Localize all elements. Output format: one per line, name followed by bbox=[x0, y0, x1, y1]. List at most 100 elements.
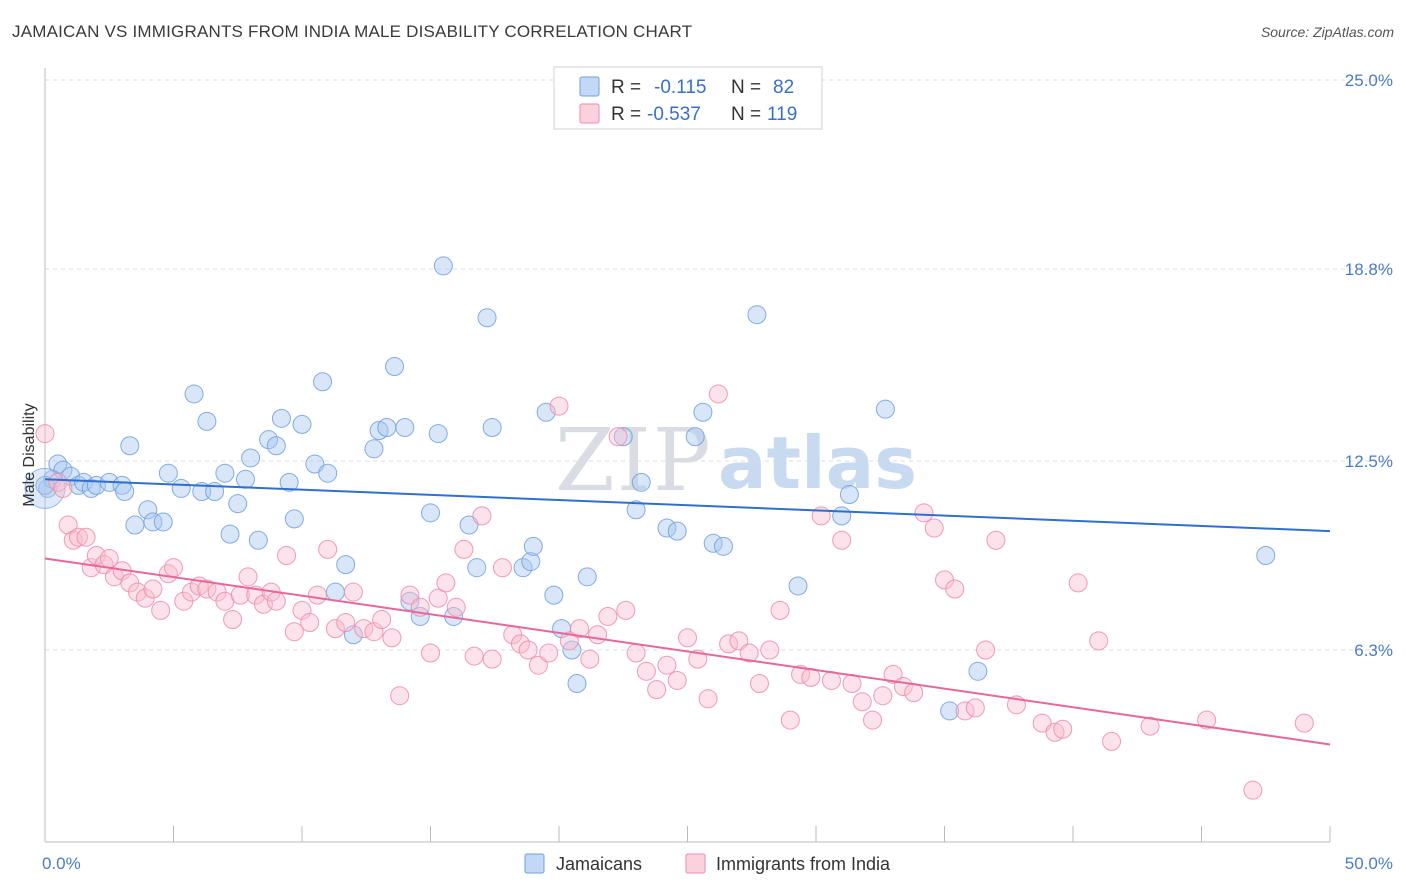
india-point-40 bbox=[336, 613, 356, 633]
india-point-7 bbox=[81, 558, 101, 578]
india-point-9 bbox=[94, 555, 114, 575]
legend-r-value-0: -0.115 bbox=[654, 77, 706, 98]
watermark-atlas: atlas bbox=[718, 421, 917, 505]
jamaican-point-66 bbox=[626, 500, 646, 520]
india-point-79 bbox=[708, 384, 728, 404]
india-point-54 bbox=[464, 646, 484, 666]
india-point-36 bbox=[300, 613, 320, 633]
india-point-61 bbox=[528, 655, 548, 675]
india-point-16 bbox=[143, 579, 163, 599]
y-axis-label: Male Disability bbox=[21, 403, 38, 506]
jamaican-point-67 bbox=[631, 472, 651, 492]
india-point-6 bbox=[76, 527, 96, 547]
x-tick-label-0: 0.0% bbox=[42, 854, 81, 873]
jamaican-point-28 bbox=[248, 530, 268, 550]
india-point-19 bbox=[164, 558, 183, 578]
source-label: Source: ZipAtlas.com bbox=[1260, 24, 1394, 40]
jamaican-point-29 bbox=[259, 430, 279, 450]
jamaican-point-30 bbox=[266, 436, 286, 456]
india-point-72 bbox=[636, 661, 656, 681]
india-point-60 bbox=[518, 640, 538, 660]
jamaican-point-7 bbox=[81, 478, 101, 498]
jamaican-point-65 bbox=[613, 427, 633, 447]
india-point-91 bbox=[832, 530, 852, 550]
axes bbox=[44, 68, 1331, 843]
legend-r-label-1: R = bbox=[611, 104, 641, 125]
india-point-98 bbox=[904, 683, 924, 703]
india-point-105 bbox=[976, 640, 996, 660]
series-jamaicans bbox=[24, 256, 1276, 721]
jamaican-point-32 bbox=[279, 472, 299, 492]
jamaican-point-52 bbox=[459, 515, 479, 535]
jamaican-point-73 bbox=[713, 536, 733, 556]
jamaican-point-26 bbox=[235, 469, 255, 489]
india-point-82 bbox=[739, 643, 759, 663]
india-point-4 bbox=[63, 530, 83, 550]
y-tick-label-2: 18.8% bbox=[1345, 260, 1393, 279]
jamaican-point-38 bbox=[325, 582, 345, 602]
jamaican-point-37 bbox=[318, 463, 338, 483]
jamaican-point-31 bbox=[271, 408, 291, 428]
india-point-80 bbox=[719, 634, 739, 654]
india-point-67 bbox=[588, 625, 608, 645]
india-point-94 bbox=[863, 710, 883, 730]
legend-swatch-jamaicans bbox=[579, 76, 600, 97]
legend-n-label-1: N = bbox=[731, 104, 761, 125]
jamaican-point-25 bbox=[228, 494, 248, 514]
jamaican-point-54 bbox=[477, 308, 497, 328]
jamaican-point-19 bbox=[184, 384, 204, 404]
india-point-0 bbox=[35, 424, 55, 444]
jamaican-point-36 bbox=[313, 372, 333, 392]
india-point-43 bbox=[364, 622, 384, 642]
jamaican-point-74 bbox=[747, 305, 767, 325]
watermark: ZIP atlas bbox=[555, 411, 917, 511]
legend-n-value-0: 82 bbox=[773, 77, 794, 98]
y-tick-label-1: 12.5% bbox=[1345, 452, 1393, 471]
india-point-85 bbox=[770, 600, 790, 620]
jamaican-point-45 bbox=[395, 417, 415, 437]
india-point-78 bbox=[698, 689, 718, 709]
india-point-102 bbox=[945, 579, 965, 599]
jamaican-point-77 bbox=[839, 485, 859, 505]
jamaican-point-39 bbox=[336, 555, 356, 575]
jamaican-point-24 bbox=[220, 524, 240, 544]
bottom-legend-label-jamaicans: Jamaicans bbox=[556, 854, 642, 874]
jamaican-point-60 bbox=[544, 585, 564, 605]
india-point-45 bbox=[382, 628, 402, 648]
india-point-99 bbox=[914, 503, 934, 523]
y-tick-labels: 6.3% 12.5% 18.8% 25.0% bbox=[1345, 71, 1393, 660]
jamaican-point-12 bbox=[120, 436, 140, 456]
india-point-66 bbox=[580, 649, 600, 669]
india-point-39 bbox=[325, 619, 345, 639]
india-point-108 bbox=[1032, 713, 1052, 733]
india-point-3 bbox=[58, 515, 78, 535]
jamaican-point-55 bbox=[482, 417, 502, 437]
india-point-115 bbox=[1197, 710, 1217, 730]
jamaican-point-69 bbox=[667, 521, 687, 541]
india-point-68 bbox=[598, 606, 618, 626]
jamaican-point-49 bbox=[428, 424, 448, 444]
jamaican-point-43 bbox=[377, 417, 397, 437]
india-point-65 bbox=[570, 619, 590, 639]
y-tick-label-0: 6.3% bbox=[1354, 641, 1393, 660]
jamaican-point-46 bbox=[400, 591, 420, 611]
jamaican-point-17 bbox=[158, 463, 178, 483]
bottom-legend: Jamaicans Immigrants from India bbox=[524, 853, 891, 874]
india-point-35 bbox=[292, 600, 312, 620]
india-point-86 bbox=[780, 710, 800, 730]
jamaican-point-15 bbox=[143, 512, 163, 532]
jamaican-point-58 bbox=[523, 536, 543, 556]
india-point-73 bbox=[647, 680, 667, 700]
india-point-62 bbox=[539, 643, 559, 663]
india-point-71 bbox=[626, 643, 646, 663]
india-point-104 bbox=[965, 698, 985, 718]
india-point-83 bbox=[749, 674, 769, 694]
jamaican-point-40 bbox=[343, 625, 363, 645]
legend: R = -0.115 N = 82 R = -0.537 N = 119 bbox=[553, 66, 823, 130]
india-point-87 bbox=[791, 664, 811, 684]
india-point-28 bbox=[238, 567, 258, 587]
india-point-69 bbox=[608, 427, 628, 447]
india-point-75 bbox=[667, 670, 687, 690]
jamaican-point-41 bbox=[364, 439, 384, 459]
india-point-42 bbox=[354, 619, 374, 639]
